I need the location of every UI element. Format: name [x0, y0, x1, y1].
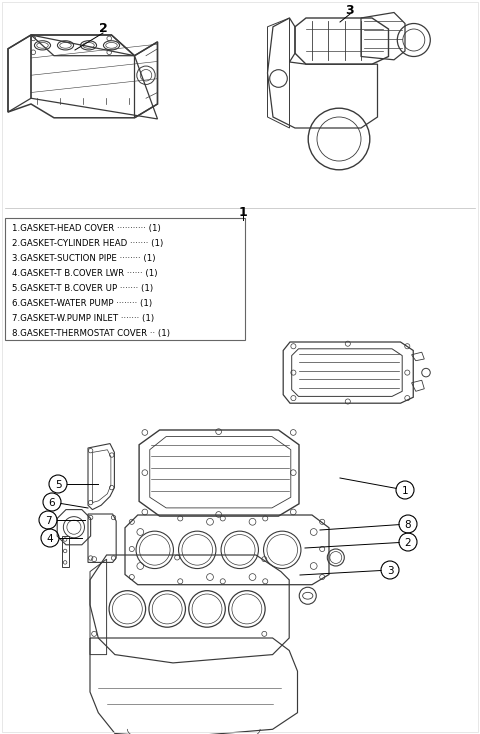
Text: 6.GASKET-WATER PUMP ········ (1): 6.GASKET-WATER PUMP ········ (1): [12, 299, 152, 308]
Text: 5: 5: [55, 479, 61, 490]
Text: 2: 2: [98, 21, 108, 34]
Text: 3: 3: [387, 565, 393, 575]
Text: 1: 1: [402, 485, 408, 495]
Text: 4.GASKET-T B.COVER LWR ······ (1): 4.GASKET-T B.COVER LWR ······ (1): [12, 269, 157, 278]
Text: 8.GASKET-THERMOSTAT COVER ·· (1): 8.GASKET-THERMOSTAT COVER ·· (1): [12, 329, 170, 338]
Text: 3.GASKET-SUCTION PIPE ········ (1): 3.GASKET-SUCTION PIPE ········ (1): [12, 254, 156, 263]
Text: 7.GASKET-W.PUMP INLET ······· (1): 7.GASKET-W.PUMP INLET ······· (1): [12, 314, 154, 323]
Text: 1: 1: [239, 206, 247, 219]
Text: 1.GASKET-HEAD COVER ··········· (1): 1.GASKET-HEAD COVER ··········· (1): [12, 224, 161, 233]
Text: 4: 4: [47, 534, 53, 543]
Text: 3: 3: [346, 4, 354, 16]
Text: 8: 8: [405, 520, 411, 529]
Text: 7: 7: [45, 515, 51, 526]
Text: 5.GASKET-T B.COVER UP ······· (1): 5.GASKET-T B.COVER UP ······· (1): [12, 284, 153, 293]
Text: 6: 6: [48, 498, 55, 507]
Bar: [61, 536, 69, 567]
Text: 2: 2: [405, 537, 411, 548]
Bar: [5, 218, 245, 340]
Text: 2.GASKET-CYLINDER HEAD ······· (1): 2.GASKET-CYLINDER HEAD ······· (1): [12, 239, 163, 248]
